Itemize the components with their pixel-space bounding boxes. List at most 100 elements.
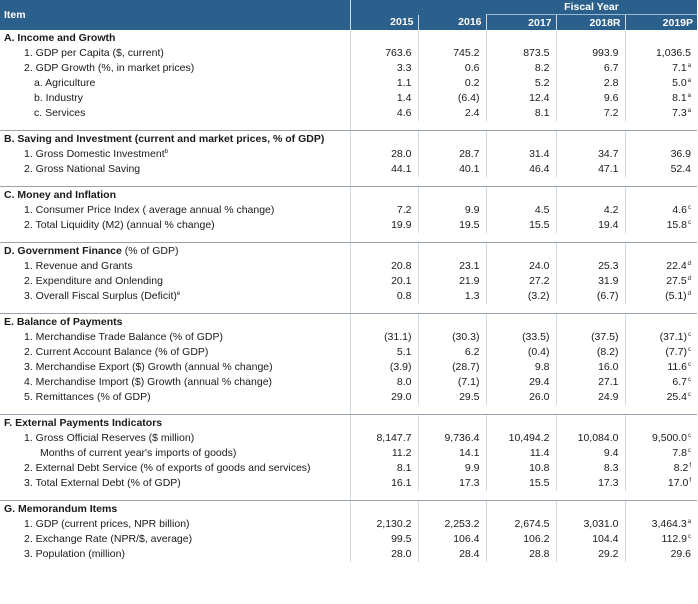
- footnote-marker: c: [688, 392, 692, 398]
- value-text: 20.8: [391, 260, 412, 272]
- value-text: 28.4: [459, 548, 480, 560]
- row-label-text: Months of current year's imports of good…: [40, 447, 237, 459]
- empty-cell: [555, 414, 625, 431]
- value-text: (7.7): [665, 346, 688, 358]
- value-cell: 19.4: [555, 218, 625, 233]
- row-label: 1. Gross Domestic Investmentb: [0, 147, 351, 162]
- footnote-marker: c: [688, 362, 692, 368]
- value-cell: 29.0: [350, 390, 418, 405]
- value-text: 17.3: [598, 477, 619, 489]
- value-text: 34.7: [598, 148, 619, 160]
- section-title: E. Balance of Payments: [0, 313, 351, 330]
- value-cell: 28.8: [485, 547, 556, 562]
- value-cell: 8.3: [555, 461, 625, 476]
- row-label: 5. Remittances (% of GDP): [0, 390, 351, 405]
- value-text: 19.5: [459, 219, 480, 231]
- section-separator: [0, 491, 698, 501]
- row-label-text: 1. GDP (current prices, NPR billion): [24, 518, 190, 530]
- section-title: G. Memorandum Items: [0, 500, 351, 517]
- section-title: F. External Payments Indicators: [0, 414, 351, 431]
- value-text: 29.6: [670, 548, 692, 560]
- section-title: C. Money and Inflation: [0, 186, 351, 203]
- empty-cell: [417, 30, 486, 46]
- row-label: 3. Population (million): [0, 547, 351, 562]
- value-cell: 106.2: [485, 532, 556, 547]
- value-text: 4.6: [396, 107, 412, 119]
- value-cell: 15.5: [485, 476, 556, 491]
- value-cell: 11.4: [485, 446, 556, 461]
- section-separator: [0, 121, 698, 131]
- value-text: 7.1: [672, 62, 687, 74]
- empty-cell: [624, 30, 698, 46]
- footnote-marker: a: [687, 93, 692, 99]
- value-text: 20.1: [391, 275, 412, 287]
- value-text: (37.5): [591, 331, 619, 343]
- row-label-text: 1. Merchandise Trade Balance (% of GDP): [24, 331, 224, 343]
- footnote-marker: a: [687, 63, 692, 69]
- empty-cell: [350, 131, 418, 148]
- section-separator: [0, 177, 698, 187]
- row-label-text: 2. Gross National Saving: [24, 163, 141, 175]
- value-text: 29.2: [598, 548, 619, 560]
- empty-cell: [555, 313, 625, 330]
- row-label: a. Agriculture: [0, 76, 351, 91]
- footnote-marker: d: [687, 291, 692, 297]
- row-label-text: 3. Population (million): [24, 548, 125, 560]
- value-text: 29.4: [529, 376, 550, 388]
- value-text: 11.2: [391, 447, 412, 459]
- value-text: 27.5: [666, 275, 687, 287]
- value-text: 28.0: [391, 548, 412, 560]
- value-text: 9,500.0: [651, 432, 688, 444]
- value-text: 9.6: [603, 92, 619, 104]
- value-text: 12.4: [529, 92, 550, 104]
- value-text: 1,036.5: [655, 47, 692, 59]
- table-row: c. Services 4.6 2.4 8.1 7.2 7.3a: [0, 106, 698, 121]
- value-cell: 7.2: [555, 106, 625, 121]
- value-text: 9,736.4: [444, 432, 480, 444]
- empty-cell: [555, 500, 625, 517]
- value-cell: 2,253.2: [417, 517, 486, 532]
- value-text: 0.2: [464, 77, 480, 89]
- row-label: b. Industry: [0, 91, 351, 106]
- row-label-text: 2. Current Account Balance (% of GDP): [24, 346, 209, 358]
- row-label-text: 1. Gross Official Reserves ($ million): [24, 432, 195, 444]
- value-text: 8.0: [396, 376, 412, 388]
- value-cell: 27.2: [485, 274, 556, 289]
- value-text: 31.4: [529, 148, 550, 160]
- value-text: 28.8: [529, 548, 550, 560]
- value-cell: 20.8: [350, 259, 418, 274]
- value-cell: 34.7: [555, 147, 625, 162]
- value-text: 10,084.0: [577, 432, 619, 444]
- value-text: 3.3: [396, 62, 412, 74]
- value-text: 8.3: [603, 462, 619, 474]
- value-text: 15.5: [529, 477, 550, 489]
- value-text: 31.9: [598, 275, 619, 287]
- value-text: (5.1): [665, 290, 687, 302]
- empty-cell: [350, 314, 418, 331]
- table-row: 3. Population (million) 28.0 28.4 28.8 29.2 2…: [0, 547, 698, 562]
- value-text: 8,147.7: [376, 432, 412, 444]
- row-label-text: 2. Exchange Rate (NPR/$, average): [24, 533, 193, 545]
- value-text: 5.2: [534, 77, 550, 89]
- value-cell: (0.4): [485, 345, 556, 360]
- value-text: 26.0: [529, 391, 550, 403]
- value-text: 8.1: [672, 92, 687, 104]
- table-header: Item Fiscal Year 2015 2016 2017 2018R 20…: [0, 0, 698, 30]
- empty-cell: [350, 415, 418, 432]
- year-header: 2019P: [624, 14, 698, 30]
- row-label: 1. Gross Official Reserves ($ million): [0, 431, 351, 446]
- value-cell: (30.3): [417, 330, 486, 345]
- row-label-text: a. Agriculture: [34, 77, 96, 89]
- value-text: 7.3: [672, 107, 687, 119]
- value-text: 1.4: [396, 92, 412, 104]
- row-label-text: 1. Revenue and Grants: [24, 260, 133, 272]
- table-body: A. Income and Growth 1. GDP per Capita ($…: [0, 30, 698, 562]
- table-row: 1. GDP per Capita ($, current) 763.6 745.2…: [0, 46, 698, 61]
- value-cell: 3,464.3a: [624, 517, 698, 532]
- value-cell: 8.1: [350, 461, 418, 476]
- value-cell: 10,084.0: [555, 431, 625, 446]
- empty-cell: [485, 313, 556, 330]
- value-text: 99.5: [391, 533, 412, 545]
- footnote-marker: d: [687, 276, 692, 282]
- value-cell: 1,036.5: [624, 46, 698, 61]
